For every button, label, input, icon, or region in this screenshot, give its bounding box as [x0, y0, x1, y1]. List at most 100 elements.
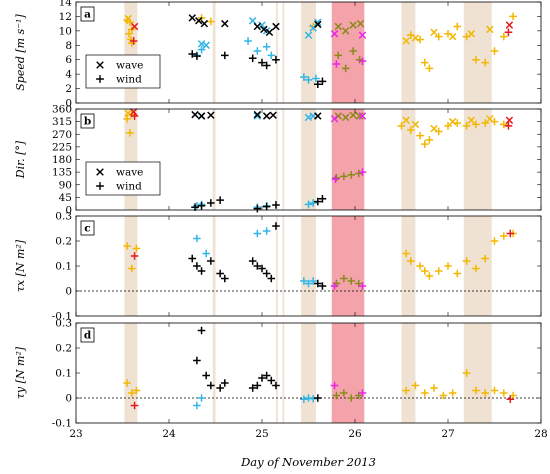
data-point — [504, 28, 513, 37]
panel-label-box — [80, 220, 95, 236]
data-point — [358, 112, 367, 120]
data-point — [430, 384, 438, 392]
data-point — [318, 282, 327, 290]
data-point — [191, 110, 199, 119]
data-point — [448, 117, 457, 126]
data-point — [248, 17, 257, 25]
data-point — [207, 257, 215, 265]
data-point — [347, 394, 356, 402]
shaded-period — [124, 216, 138, 316]
y-tick-label: 0.3 — [55, 318, 72, 330]
data-point — [402, 249, 410, 258]
data-point — [200, 19, 209, 28]
data-point — [349, 21, 357, 29]
data-point — [490, 47, 499, 55]
y-tick-label: 45 — [59, 192, 72, 204]
data-point — [253, 381, 262, 390]
data-point — [267, 376, 276, 385]
data-point — [272, 381, 280, 390]
legend-label: wind — [116, 74, 142, 86]
data-point — [248, 54, 257, 63]
shaded-period — [275, 2, 278, 103]
y-tick-label: 8 — [65, 40, 72, 52]
data-point — [221, 19, 229, 28]
y-tick-label: 135 — [52, 167, 72, 179]
data-point — [221, 274, 229, 283]
data-point — [358, 282, 367, 290]
data-point — [314, 279, 322, 288]
data-point — [411, 120, 420, 129]
panel-label: a — [84, 9, 91, 21]
data-point — [354, 169, 363, 178]
data-point — [309, 199, 317, 207]
data-point — [504, 122, 513, 130]
data-point — [416, 131, 424, 140]
shaded-period — [301, 216, 316, 316]
legend-marker — [96, 182, 104, 190]
data-point — [193, 52, 201, 60]
data-point — [332, 173, 341, 182]
data-point — [420, 58, 429, 67]
data-point — [300, 277, 308, 285]
data-point — [262, 112, 271, 120]
panel-a: 0 2 4 6 8 10 12 14 Speed [m s⁻¹] a wave wind — [14, 0, 542, 110]
data-point — [188, 254, 197, 263]
data-point — [314, 394, 322, 402]
legend-marker — [96, 75, 104, 83]
data-point — [340, 172, 348, 181]
data-point — [253, 22, 262, 31]
data-point — [262, 202, 271, 211]
data-point — [129, 37, 138, 45]
data-point — [358, 57, 367, 65]
data-point — [202, 371, 210, 380]
data-point — [314, 112, 322, 120]
data-point — [505, 21, 514, 29]
data-point — [481, 389, 489, 397]
y-tick-label: -0.1 — [52, 311, 72, 323]
data-point — [349, 47, 357, 55]
data-point — [262, 42, 271, 51]
shaded-period — [463, 2, 492, 103]
panel-c: -0.1 0 0.1 0.2 0.3 τx [N m²] c — [14, 211, 542, 323]
shaded-period — [331, 323, 365, 423]
y-tick-label: 90 — [59, 179, 72, 191]
data-point — [253, 204, 262, 213]
legend-box — [85, 161, 161, 196]
data-point — [253, 229, 262, 238]
data-point — [425, 136, 434, 144]
data-point — [341, 64, 350, 73]
panel-label-box — [80, 327, 95, 343]
data-point — [347, 171, 356, 179]
data-point — [132, 244, 141, 253]
data-point — [193, 401, 201, 410]
data-point — [253, 47, 262, 55]
data-point — [304, 31, 313, 39]
data-point — [202, 41, 210, 50]
data-point — [402, 116, 410, 124]
data-point — [207, 17, 215, 26]
data-point — [330, 282, 339, 290]
data-point — [416, 262, 424, 270]
y-tick-label: 180 — [52, 154, 72, 166]
panel-label-box — [80, 113, 95, 129]
y-tick-label: 0 — [65, 98, 72, 110]
data-point — [318, 77, 327, 86]
data-point — [500, 32, 508, 41]
data-point — [262, 227, 271, 235]
shaded-period — [331, 2, 365, 103]
data-point — [462, 369, 471, 377]
x-tick-label: 26 — [348, 428, 362, 440]
shaded-period — [282, 323, 285, 423]
data-point — [472, 120, 480, 129]
data-point — [188, 14, 196, 22]
y-tick-label: 14 — [59, 0, 73, 9]
data-point — [340, 274, 348, 283]
y-tick-label: 12 — [59, 11, 72, 23]
data-point — [358, 168, 367, 176]
data-point — [358, 389, 367, 397]
data-point — [197, 201, 206, 210]
data-point — [265, 28, 274, 37]
data-point — [130, 401, 139, 410]
data-point — [197, 394, 206, 402]
